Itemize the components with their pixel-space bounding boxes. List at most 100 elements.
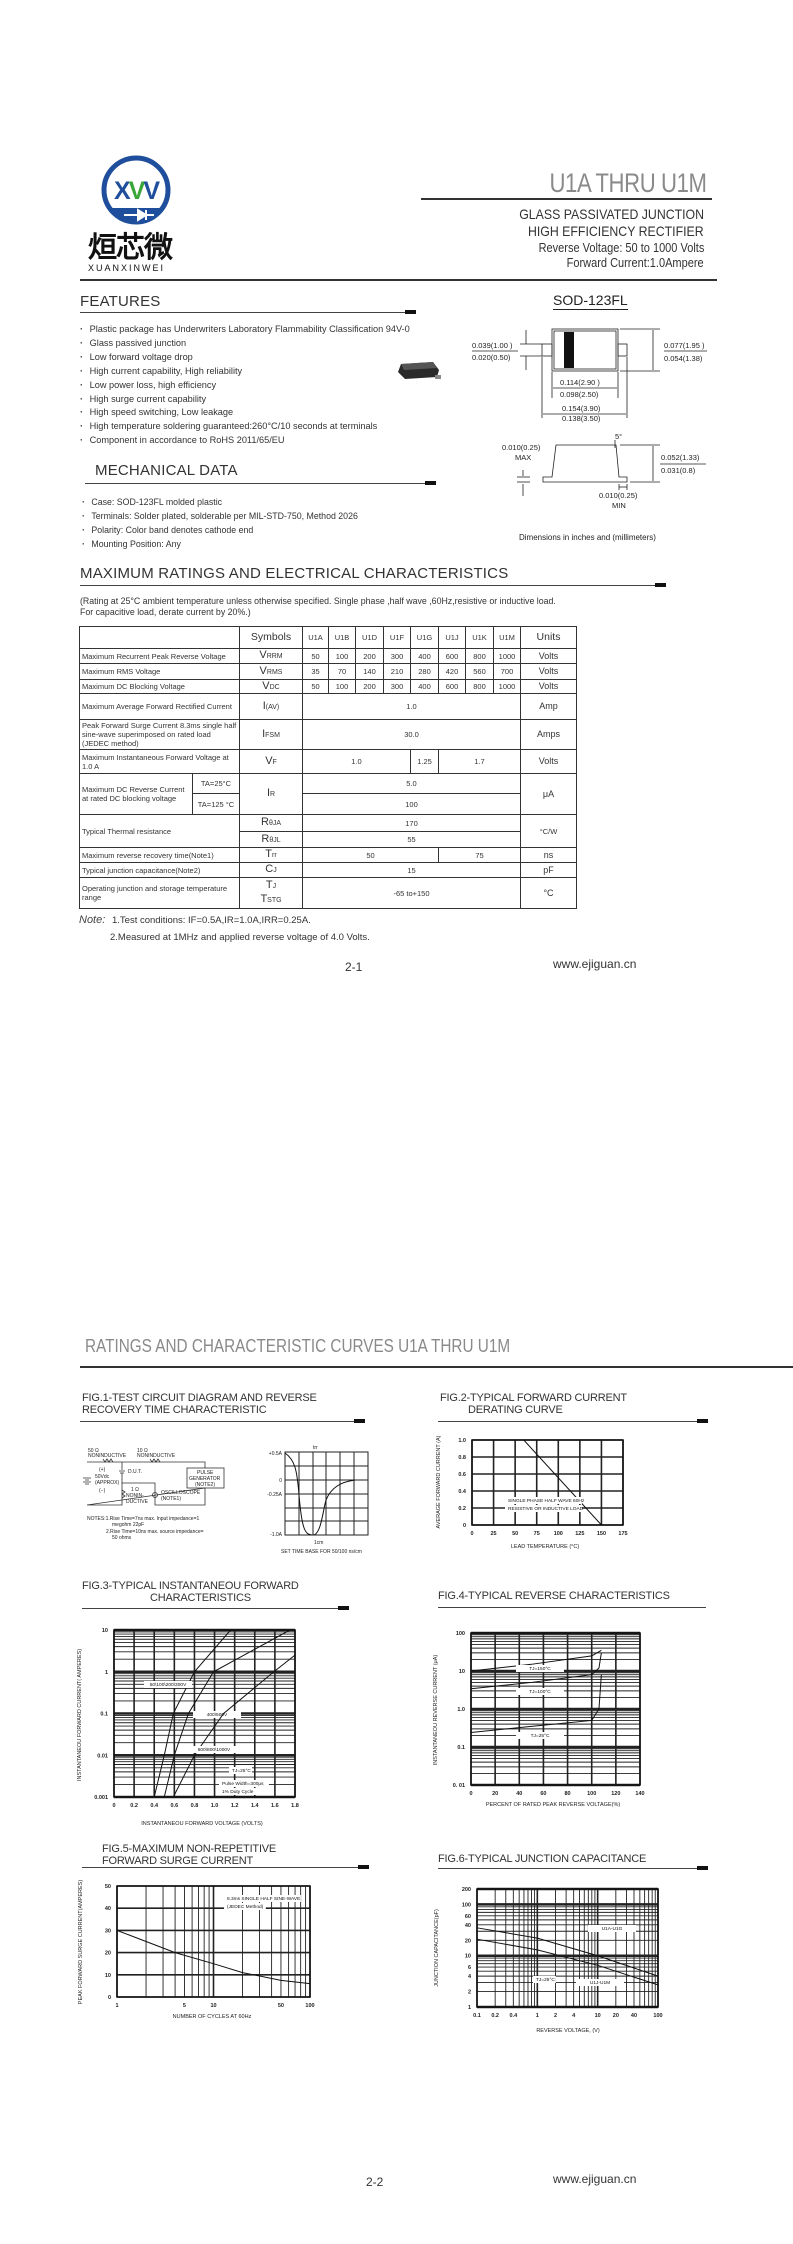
row-value: 700	[493, 663, 521, 680]
fig5-title-line1: FIG.5-MAXIMUM NON-REPETITIVE	[102, 1843, 277, 1855]
dim-body-height-min: 0.054(1.38)	[664, 354, 703, 363]
x-tick-label: 10	[595, 2013, 601, 2019]
y-axis-label: JUNCTION CAPACITANCE(pF)	[434, 1909, 440, 1987]
y-tick-label: 50	[105, 1884, 111, 1890]
divider-marker	[405, 310, 416, 314]
fig1-dut: D.U.T.	[128, 1469, 142, 1475]
x-tick-label: 50	[278, 2003, 284, 2009]
row-value: 5.0	[302, 773, 521, 794]
symbol-cell: VF	[239, 749, 303, 774]
divider	[80, 1421, 362, 1422]
x-tick-label: 100	[554, 1531, 563, 1537]
fig2-derating-chart: 0 25 50 75 100 125 150 175 0 0.2 0.4 0.6 0.8 1.0 LEAD …	[436, 1435, 628, 1550]
divider-marker	[358, 1865, 369, 1869]
row-unit: Amps	[520, 719, 577, 750]
row-value: 70	[328, 663, 356, 680]
fig5-title-line2: FORWARD SURGE CURRENT	[102, 1855, 254, 1867]
row-value: 420	[438, 663, 466, 680]
x-tick-label: 0.2	[491, 2013, 499, 2019]
series-line	[472, 1439, 602, 1526]
series-line	[172, 1654, 296, 1798]
divider-marker	[354, 1419, 365, 1423]
row-unit: μA	[520, 773, 577, 815]
header-part: U1D	[355, 626, 384, 649]
x-tick-label: 0.8	[191, 1803, 199, 1809]
series-line	[116, 1929, 311, 1985]
page-number: 2-1	[345, 960, 363, 974]
y-tick-label: 0.4	[458, 1489, 467, 1495]
y-tick-label: 6	[468, 1965, 471, 1971]
symbol-subscript: STG	[267, 897, 282, 904]
y-tick-label: 1.0	[458, 1438, 466, 1444]
symbol-subscript: FSM	[265, 731, 280, 739]
mechanical-item: Mounting Position: Any	[82, 538, 358, 552]
x-tick-label: 5	[183, 2003, 186, 2009]
row-value: 100	[302, 793, 521, 815]
symbol-cell: I(AV)	[239, 693, 303, 720]
fig3-title-line2: CHARACTERISTICS	[150, 1592, 251, 1604]
row-unit: °C	[520, 877, 577, 909]
header-blank	[79, 626, 240, 649]
x-tick-label: 4	[572, 2013, 576, 2019]
fig1-title-line2: RECOVERY TIME CHARACTERISTIC	[82, 1404, 267, 1416]
fig2-title-line1: FIG.2-TYPICAL FORWARD CURRENT	[440, 1392, 627, 1404]
table-header-row: Symbols U1A U1B U1D U1F U1G U1J U1K U1M Units	[79, 626, 577, 649]
row-value: 600	[438, 648, 466, 664]
logo: XVV 烜芯微 XUANXINWEI	[88, 152, 198, 273]
fig2-title-line2: DERATING CURVE	[468, 1404, 563, 1416]
annotation-bg	[219, 1788, 259, 1795]
symbol: TSTG	[242, 893, 300, 907]
series-label-bg	[516, 1665, 564, 1672]
feature-item: Low forward voltage drop	[80, 351, 410, 365]
y-tick-label: 20	[465, 1938, 471, 1944]
row-value: 55	[302, 831, 521, 848]
package-outline-drawing: 0.039(1.00 ) 0.020(0.50) 0.077(1.95 ) 0.…	[472, 328, 707, 542]
dim-total-length-max: 0.154(3.90)	[562, 404, 601, 413]
y-axis-label: PEAK FORWARD SURGE CURRENT(AMPERES)	[78, 1880, 84, 2005]
row-value: 1000	[493, 648, 521, 664]
fig1-cm-label: 1cm	[314, 1540, 323, 1546]
plot-frame	[116, 1885, 311, 1998]
row-value: 170	[302, 814, 521, 832]
symbol: TJ	[242, 879, 300, 893]
header-units: Units	[520, 626, 577, 649]
y-tick-label: 1	[105, 1670, 108, 1676]
symbol-subscript: DC	[269, 683, 280, 691]
annotation-bg	[505, 1497, 582, 1504]
fig6-title: FIG.6-TYPICAL JUNCTION CAPACITANCE	[438, 1853, 646, 1865]
series-label: TJ=25°C	[531, 1733, 550, 1739]
chart-annotation: RESISTIVE OR INDUCTIVE LOAD	[508, 1506, 584, 1512]
x-axis-label: PERCENT OF RATED PEAK REVERSE VOLTAGE(%)	[486, 1802, 621, 1808]
x-tick-label: 0.4	[150, 1803, 159, 1809]
website-link[interactable]: www.ejiguan.cn	[553, 957, 637, 971]
y-tick-label: 10	[459, 1669, 465, 1675]
fig1-trr-label: trr	[313, 1445, 318, 1451]
fig3-title-line1: FIG.3-TYPICAL INSTANTANEOU FORWARD	[82, 1580, 299, 1592]
divider	[438, 1607, 706, 1608]
symbol-subscript: J	[272, 883, 277, 890]
x-tick-label: 100	[653, 2013, 662, 2019]
subtitle-3: Reverse Voltage: 50 to 1000 Volts	[538, 241, 704, 255]
fig5-title: FIG.5-MAXIMUM NON-REPETITIVE FORWARD SUR…	[102, 1843, 276, 1867]
y-tick-label: 200	[462, 1887, 471, 1893]
row-label: Maximum reverse recovery time(Note1)	[79, 847, 240, 863]
series-label-bg	[516, 1732, 564, 1739]
y-tick-label: 10	[105, 1973, 111, 1979]
series-label-bg	[576, 1979, 624, 1986]
x-tick-label: 75	[534, 1531, 540, 1537]
symbol-cell: RθJL	[239, 831, 303, 848]
x-tick-label: 100	[587, 1791, 596, 1797]
table-row: Maximum Average Forward Rectified Curren…	[79, 693, 577, 720]
fig6-title-line1: FIG.6-TYPICAL JUNCTION CAPACITANCE	[438, 1853, 647, 1865]
series-line	[153, 1629, 232, 1798]
x-axis-label: LEAD TEMPERATURE (°C)	[511, 1544, 579, 1550]
row-label: Maximum Recurrent Peak Reverse Voltage	[79, 648, 240, 664]
table-row: Peak Forward Surge Current 8.3ms single …	[79, 719, 577, 750]
x-tick-label: 0	[470, 1531, 473, 1537]
website-link[interactable]: www.ejiguan.cn	[553, 2172, 637, 2186]
row-unit: Amp	[520, 693, 577, 720]
divider	[80, 312, 413, 313]
table-row: Operating junction and storage temperatu…	[79, 877, 577, 909]
fig1-oscilloscope: OSCILLOSCOPE	[161, 1490, 201, 1496]
chart-annotation: (JEDEC Method)	[227, 1904, 264, 1910]
